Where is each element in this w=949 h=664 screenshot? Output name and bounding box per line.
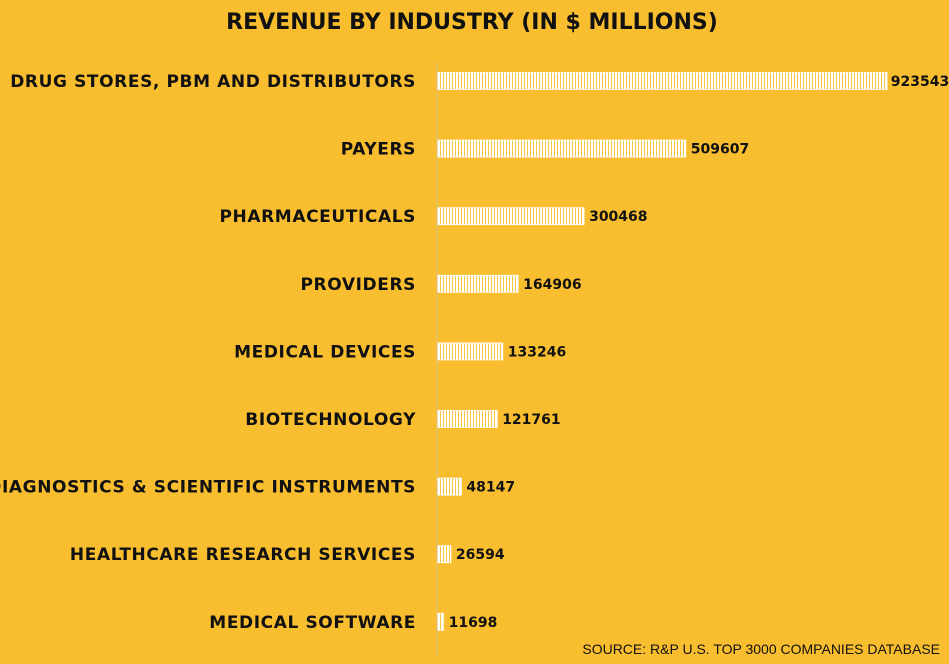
bar (437, 207, 585, 226)
value-label: 121761 (502, 412, 560, 428)
bar (437, 410, 498, 428)
category-label: PROVIDERS (301, 275, 417, 295)
bars-group: DRUG STORES, PBM AND DISTRIBUTORS 923543 P… (0, 72, 949, 633)
category-label: PHARMACEUTICALS (219, 207, 416, 227)
category-label: DIAGNOSTICS & SCIENTIFIC INSTRUMENTS (0, 478, 416, 498)
bar (437, 139, 687, 158)
bar (437, 545, 452, 564)
bar (437, 612, 445, 631)
bar (437, 274, 519, 293)
category-label: MEDICAL DEVICES (234, 342, 416, 362)
value-label: 300468 (589, 209, 647, 225)
value-label: 133246 (508, 344, 566, 360)
category-label: BIOTECHNOLOGY (245, 410, 416, 430)
category-label: DRUG STORES, PBM AND DISTRIBUTORS (10, 72, 416, 92)
value-label: 923543 (891, 74, 949, 90)
bar (437, 477, 462, 496)
bar (437, 72, 888, 90)
value-label: 509607 (691, 142, 749, 158)
bar (437, 342, 504, 361)
chart-title: REVENUE BY INDUSTRY (IN $ MILLIONS) (226, 10, 718, 35)
category-label: MEDICAL SOFTWARE (209, 613, 416, 633)
category-label: PAYERS (341, 140, 416, 160)
value-label: 11698 (449, 615, 498, 631)
source-note: SOURCE: R&P U.S. TOP 3000 COMPANIES DATA… (582, 641, 940, 657)
category-label: HEALTHCARE RESEARCH SERVICES (70, 545, 416, 565)
value-label: 48147 (466, 480, 515, 496)
value-label: 26594 (456, 547, 505, 563)
value-label: 164906 (523, 277, 581, 293)
